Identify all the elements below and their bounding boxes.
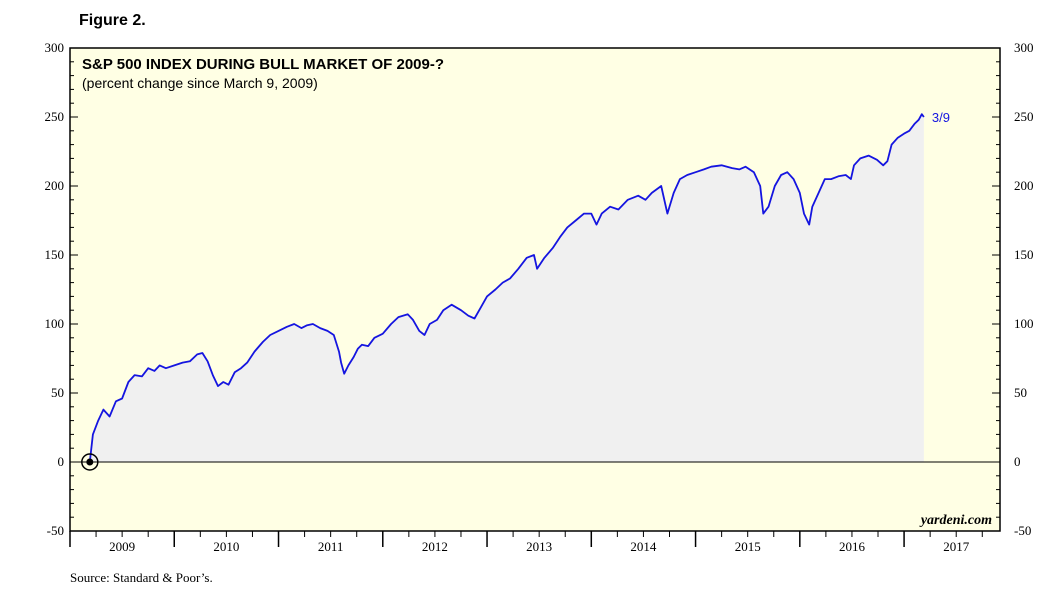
x-tick-label: 2013 <box>526 539 552 554</box>
y-tick-label-right: -50 <box>1014 523 1031 538</box>
chart-title: S&P 500 INDEX DURING BULL MARKET OF 2009… <box>82 56 444 73</box>
y-tick-label-left: 0 <box>58 454 65 469</box>
x-tick-label: 2012 <box>422 539 448 554</box>
y-tick-label-right: 300 <box>1014 40 1034 55</box>
y-tick-label-left: -50 <box>47 523 64 538</box>
x-tick-label: 2017 <box>943 539 970 554</box>
y-tick-label-right: 200 <box>1014 178 1034 193</box>
x-tick-label: 2015 <box>735 539 761 554</box>
y-tick-label-left: 250 <box>45 109 65 124</box>
x-tick-label: 2009 <box>109 539 135 554</box>
x-tick-label: 2016 <box>839 539 866 554</box>
y-tick-label-right: 250 <box>1014 109 1034 124</box>
x-tick-label: 2014 <box>630 539 657 554</box>
y-tick-label-right: 150 <box>1014 247 1034 262</box>
y-tick-label-left: 100 <box>45 316 65 331</box>
y-tick-label-right: 100 <box>1014 316 1034 331</box>
plot-frame <box>69 47 1001 532</box>
figure-label: Figure 2. <box>79 12 146 29</box>
x-ticks: 2009 2010 2011 2012 2013 2014 2015 2016 2017 <box>69 531 983 554</box>
y-tick-label-left: 200 <box>45 178 65 193</box>
y-tick-label-left: 150 <box>45 247 65 262</box>
start-marker-ring <box>81 453 99 471</box>
start-marker-dot <box>86 458 94 466</box>
y-tick-label-left: 300 <box>45 40 65 55</box>
source-note: Source: Standard & Poor’s. <box>70 570 213 585</box>
series-line <box>88 113 925 463</box>
x-tick-label: 2011 <box>318 539 344 554</box>
y-tick-label-right: 0 <box>1014 454 1021 469</box>
y-ticks-left: -50 0 50 100 150 200 250 300 <box>45 40 78 538</box>
area-fill <box>89 114 924 462</box>
y-ticks-right: -50 0 50 100 150 200 250 300 <box>992 40 1034 538</box>
brand-watermark: yardeni.com <box>919 513 992 528</box>
end-label: 3/9 <box>932 110 950 125</box>
y-tick-label-right: 50 <box>1014 385 1027 400</box>
chart-subtitle: (percent change since March 9, 2009) <box>82 75 318 91</box>
x-tick-label: 2010 <box>213 539 239 554</box>
y-tick-label-left: 50 <box>51 385 64 400</box>
